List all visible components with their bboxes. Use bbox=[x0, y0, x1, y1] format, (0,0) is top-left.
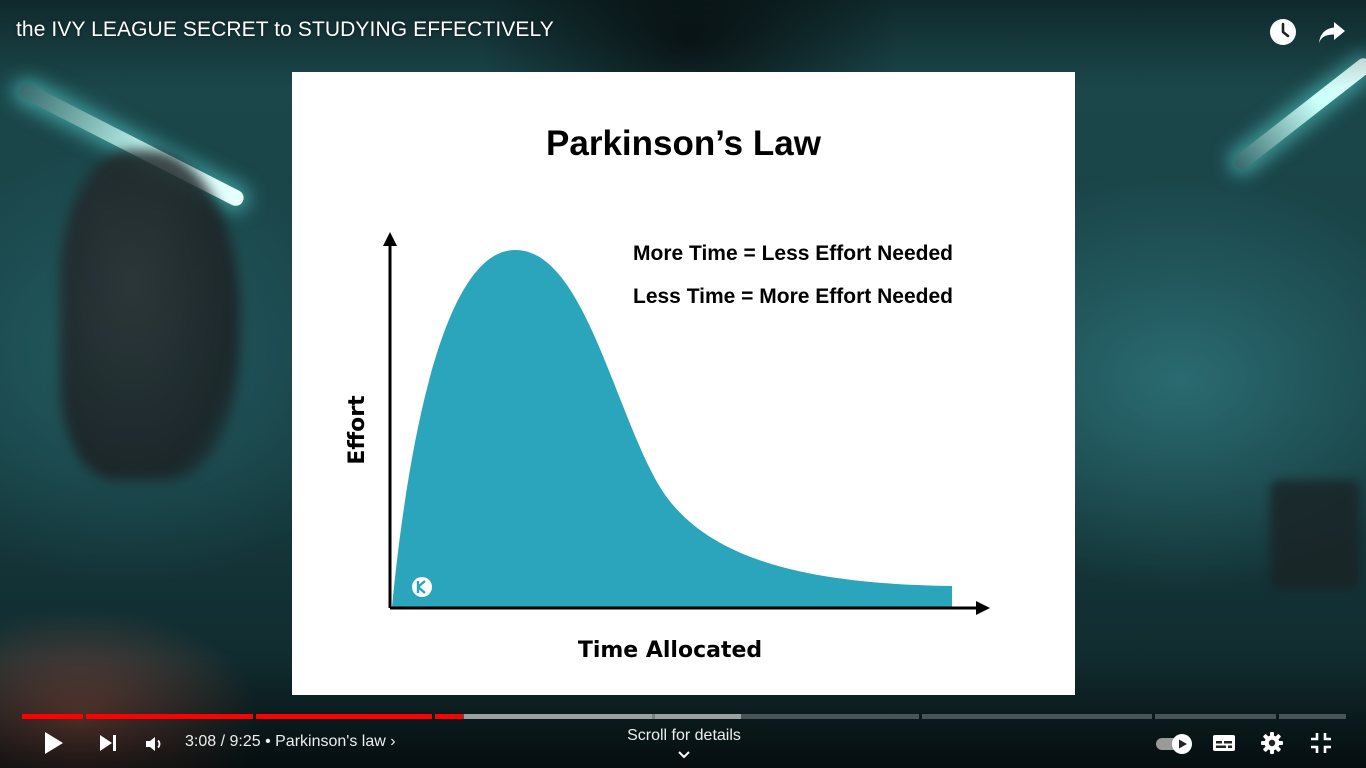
chapter-title-button[interactable]: Parkinson's law › bbox=[275, 733, 395, 750]
subtitles-icon[interactable] bbox=[1211, 732, 1237, 754]
time-separator: / bbox=[216, 733, 230, 750]
volume-icon[interactable] bbox=[143, 733, 165, 755]
chevron-right-icon: › bbox=[390, 733, 396, 750]
x-axis-label: Time Allocated bbox=[578, 638, 762, 663]
video-title[interactable]: the IVY LEAGUE SECRET to STUDYING EFFECT… bbox=[16, 18, 554, 41]
settings-gear-icon[interactable] bbox=[1260, 731, 1284, 755]
slide-note-less-time: Less Time = More Effort Needed bbox=[633, 285, 953, 308]
presentation-slide: Effort Time Allocated Parkinson’s Law Mo… bbox=[292, 72, 1075, 695]
share-arrow-icon[interactable] bbox=[1316, 16, 1348, 48]
effort-time-chart: Effort Time Allocated bbox=[345, 232, 990, 663]
duration: 9:25 bbox=[229, 733, 261, 750]
time-display: 3:08 / 9:25 • Parkinson's law › bbox=[185, 733, 396, 751]
played-segment bbox=[256, 714, 432, 719]
slide-note-more-time: More Time = Less Effort Needed bbox=[633, 242, 953, 265]
background-figure-left bbox=[60, 150, 240, 480]
autoplay-play-icon bbox=[1179, 739, 1187, 749]
current-time: 3:08 bbox=[185, 733, 217, 750]
exit-fullscreen-icon[interactable] bbox=[1309, 731, 1333, 755]
played-segment bbox=[86, 714, 253, 719]
scroll-hint-label: Scroll for details bbox=[627, 727, 741, 744]
scroll-for-details-button[interactable]: Scroll for details bbox=[584, 727, 784, 745]
effort-curve-area bbox=[392, 249, 952, 607]
progress-bar[interactable] bbox=[22, 714, 1346, 719]
autoplay-toggle[interactable] bbox=[1154, 732, 1196, 756]
chapter-bullet: • bbox=[260, 733, 276, 750]
chapter-segment[interactable] bbox=[1279, 714, 1346, 719]
next-video-icon[interactable] bbox=[97, 732, 119, 754]
play-icon[interactable] bbox=[40, 730, 66, 756]
chapter-segment[interactable] bbox=[655, 714, 919, 719]
slide-title: Parkinson’s Law bbox=[546, 124, 821, 163]
x-axis-arrowhead bbox=[976, 601, 990, 615]
background-object-right bbox=[1270, 480, 1360, 590]
clock-icon[interactable] bbox=[1267, 16, 1299, 48]
y-axis-arrowhead bbox=[383, 232, 397, 246]
played-segment bbox=[22, 714, 83, 719]
played-segment bbox=[435, 714, 463, 719]
chevron-down-icon[interactable] bbox=[677, 750, 691, 760]
y-axis-label: Effort bbox=[345, 395, 370, 465]
chapter-title: Parkinson's law bbox=[275, 733, 386, 750]
channel-logo-icon bbox=[412, 577, 432, 597]
chapter-segment[interactable] bbox=[922, 714, 1152, 719]
buffered-segment bbox=[464, 714, 741, 719]
chapter-segment[interactable] bbox=[1155, 714, 1276, 719]
chapter-segment[interactable] bbox=[435, 714, 652, 719]
